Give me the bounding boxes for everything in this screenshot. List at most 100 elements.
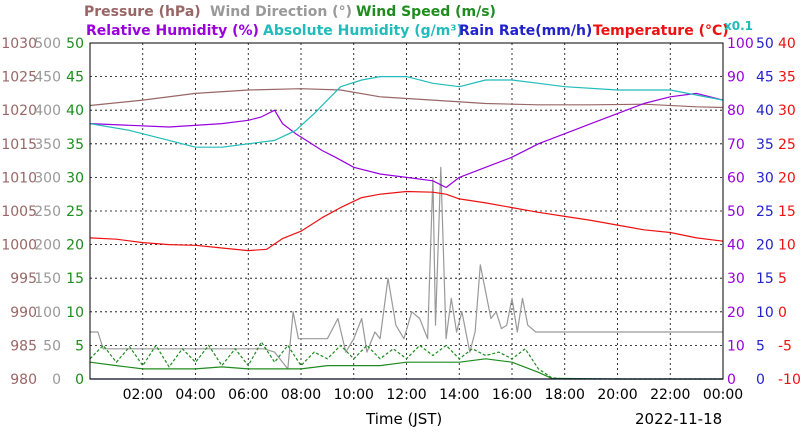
chart-date: 2022-11-18 <box>635 410 722 428</box>
y-tick-label-humidity: 40 <box>727 238 745 254</box>
y-tick-label-temperature: 0 <box>778 305 787 321</box>
y-tick-label-rain-rate: 45 <box>756 70 774 86</box>
y-tick-label-wind-speed: 5 <box>75 338 84 354</box>
y-tick-label-wind-direction: 250 <box>34 204 61 220</box>
y-tick-label-temperature: -5 <box>778 338 792 354</box>
y-tick-label-rain-rate: 20 <box>756 238 774 254</box>
y-tick-label-rain-rate: 15 <box>756 271 774 287</box>
x-tick-label: 22:00 <box>650 387 690 403</box>
series-wind-speed-gust-m-s <box>89 341 723 380</box>
x-tick-label: 12:00 <box>386 387 426 403</box>
x-tick-label: 02:00 <box>123 387 163 403</box>
y-tick-label-humidity: 10 <box>727 338 745 354</box>
y-tick-label-humidity: 80 <box>727 103 745 119</box>
scale-note: x0.1 <box>724 19 753 33</box>
legend-temperature: Temperature (°C) <box>593 23 729 39</box>
y-tick-label-humidity: 0 <box>727 372 736 388</box>
plot-frame <box>89 42 724 380</box>
series-absolute-humidity-g-m <box>89 75 724 148</box>
x-axis: 02:00 04:00 06:00 08:00 10:00 12:00 14:00 16:00… <box>123 387 744 403</box>
x-tick-label: 14:00 <box>439 387 479 403</box>
y-tick-label-rain-rate: 30 <box>756 170 774 186</box>
x-tick-label: 08:00 <box>281 387 321 403</box>
y-tick-label-rain-rate: 0 <box>756 372 765 388</box>
y-tick-label-wind-direction: 500 <box>34 36 61 52</box>
x-tick-label: 06:00 <box>228 387 268 403</box>
y-tick-label-humidity: 50 <box>727 204 745 220</box>
y-tick-label-wind-speed: 30 <box>66 170 84 186</box>
y-tick-label-wind-direction: 50 <box>43 338 61 354</box>
y-tick-label-pressure: 995 <box>10 271 37 287</box>
y-tick-label-pressure: 1010 <box>1 170 37 186</box>
y-tick-label-wind-direction: 350 <box>34 137 61 153</box>
y-tick-label-temperature: 10 <box>778 238 796 254</box>
y-tick-label-humidity: 30 <box>727 271 745 287</box>
y-tick-label-pressure: 1000 <box>1 238 37 254</box>
y-tick-label-pressure: 1005 <box>1 204 37 220</box>
y-tick-label-temperature: 5 <box>778 271 787 287</box>
legend-rain-rate: Rain Rate(mm/h) <box>459 23 592 39</box>
y-tick-label-wind-direction: 450 <box>34 70 61 86</box>
y-tick-label-rain-rate: 5 <box>756 338 765 354</box>
y-tick-label-rain-rate: 50 <box>756 36 774 52</box>
y-tick-label-temperature: 40 <box>778 36 796 52</box>
series-pressure-hpa <box>89 88 724 109</box>
y-tick-label-pressure: 1015 <box>1 137 37 153</box>
x-tick-label: 10:00 <box>334 387 374 403</box>
legend-pressure: Pressure (hPa) <box>84 4 201 20</box>
y-tick-label-humidity: 20 <box>727 305 745 321</box>
y-tick-label-pressure: 1025 <box>1 70 37 86</box>
x-tick-label: 04:00 <box>175 387 215 403</box>
y-tick-label-temperature: 25 <box>778 137 796 153</box>
y-tick-label-wind-direction: 400 <box>34 103 61 119</box>
y-tick-label-temperature: 20 <box>778 170 796 186</box>
legend-relative-humidity: Relative Humidity (%) <box>86 23 259 39</box>
y-tick-label-rain-rate: 10 <box>756 305 774 321</box>
x-tick-label: 16:00 <box>492 387 532 403</box>
y-tick-label-wind-speed: 50 <box>66 36 84 52</box>
y-tick-label-pressure: 1020 <box>1 103 37 119</box>
y-tick-label-temperature: 30 <box>778 103 796 119</box>
y-tick-label-temperature: -10 <box>778 372 800 388</box>
y-tick-label-humidity: 60 <box>727 170 745 186</box>
y-tick-label-temperature: 35 <box>778 70 796 86</box>
x-tick-label: 20:00 <box>597 387 637 403</box>
y-tick-label-wind-speed: 10 <box>66 305 84 321</box>
y-tick-label-wind-speed: 20 <box>66 238 84 254</box>
x-tick-label: 18:00 <box>545 387 585 403</box>
series-temperature-c <box>89 190 724 252</box>
legend-row-1: Pressure (hPa) Wind Direction (°) Wind S… <box>84 4 496 20</box>
y-tick-label-humidity: 90 <box>727 70 745 86</box>
y-tick-label-pressure: 985 <box>10 338 37 354</box>
y-tick-label-wind-direction: 300 <box>34 170 61 186</box>
series-wind-direction <box>90 166 723 370</box>
series-relative-humidity <box>89 92 724 189</box>
y-tick-label-wind-direction: 0 <box>52 372 61 388</box>
y-tick-label-wind-speed: 45 <box>66 70 84 86</box>
x-axis-label: Time (JST) <box>365 410 442 428</box>
legend-wind-direction: Wind Direction (°) <box>210 4 352 20</box>
y-tick-label-pressure: 990 <box>10 305 37 321</box>
series-wind-speed-m-s <box>89 358 723 380</box>
y-tick-label-wind-direction: 150 <box>34 271 61 287</box>
y-tick-label-humidity: 70 <box>727 137 745 153</box>
y-tick-label-pressure: 980 <box>10 372 37 388</box>
y-tick-label-wind-speed: 40 <box>66 103 84 119</box>
y-tick-label-wind-speed: 15 <box>66 271 84 287</box>
y-tick-label-wind-direction: 100 <box>34 305 61 321</box>
y-tick-label-rain-rate: 40 <box>756 103 774 119</box>
x-tick-label: 00:00 <box>703 387 743 403</box>
legend-absolute-humidity: Absolute Humidity (g/m³) <box>263 23 463 39</box>
y-tick-label-pressure: 1030 <box>1 36 37 52</box>
y-tick-label-temperature: 15 <box>778 204 796 220</box>
y-tick-label-wind-speed: 25 <box>66 204 84 220</box>
y-tick-label-rain-rate: 25 <box>756 204 774 220</box>
y-tick-label-wind-speed: 0 <box>75 372 84 388</box>
series-lines <box>89 75 724 380</box>
y-tick-label-humidity: 100 <box>727 36 754 52</box>
legend-row-2: Relative Humidity (%) Absolute Humidity … <box>86 19 753 39</box>
y-tick-label-wind-direction: 200 <box>34 238 61 254</box>
legend-wind-speed: Wind Speed (m/s) <box>356 4 496 20</box>
